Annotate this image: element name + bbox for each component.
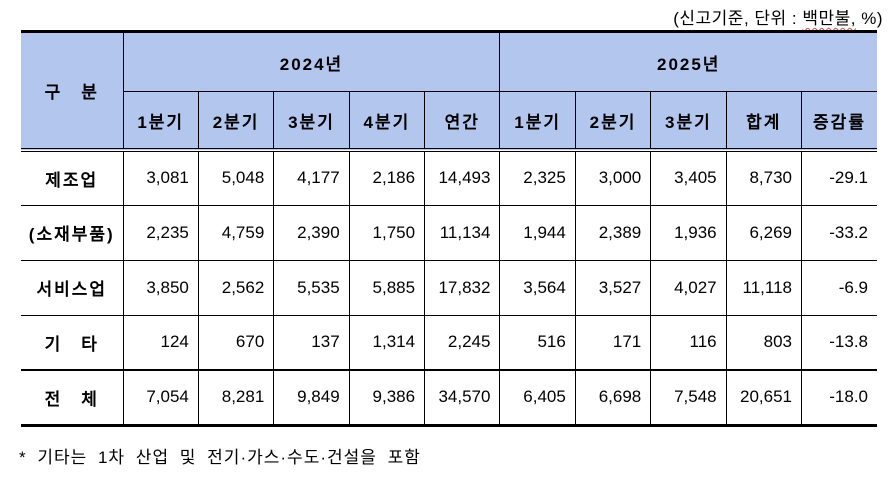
row-label: 서비스업 [21, 260, 123, 316]
data-cell: 4,759 [197, 205, 274, 261]
data-cell: 6,269 [725, 205, 802, 261]
units-caption-prefix: (신고기준, 단위 : [673, 9, 803, 28]
data-cell: 6,405 [499, 370, 576, 427]
data-cell: 7,054 [122, 370, 199, 427]
year-group-header-row: 구 분 2024년 2025년 [21, 30, 877, 152]
column-header-2024-q1: 1분기 [122, 91, 199, 152]
data-cell: 1,944 [499, 205, 576, 261]
column-header-2024-annual: 연간 [424, 91, 500, 152]
data-cell: 2,245 [424, 315, 500, 371]
data-cell: -18.0 [801, 370, 877, 427]
data-cell: 2,390 [273, 205, 350, 261]
row-label: 기 타 [21, 315, 123, 371]
data-cell: 3,527 [574, 260, 651, 316]
data-cell: -29.1 [801, 150, 877, 206]
row-label: 제조업 [21, 150, 123, 206]
data-cell: 8,730 [725, 150, 802, 206]
data-cell: 116 [650, 315, 727, 371]
data-cell: 7,548 [650, 370, 727, 427]
data-cell: 171 [574, 315, 651, 371]
data-cell: 11,118 [725, 260, 802, 316]
column-header-2024-q4: 4분기 [348, 91, 425, 152]
data-cell: 2,562 [197, 260, 274, 316]
data-cell: 4,177 [273, 150, 350, 206]
quarter-header-row: 1분기 2분기 3분기 4분기 연간 1분기 2분기 3분기 합계 증감률 [21, 91, 877, 152]
column-header-2024-q2: 2분기 [197, 91, 274, 152]
corner-header: 구 분 [21, 30, 123, 152]
quarterly-export-table: 구 분 2024년 2025년 1분기 2분기 3분기 4분기 연간 1분기 2… [21, 30, 877, 427]
data-cell: 9,386 [348, 370, 425, 427]
table-row-others: 기 타 124 670 137 1,314 2,245 516 171 116 … [21, 315, 877, 371]
data-cell: 8,281 [197, 370, 274, 427]
units-caption-spellcheck-word: 백만불, [802, 9, 856, 28]
data-cell: 5,535 [273, 260, 350, 316]
data-cell: 5,885 [348, 260, 425, 316]
data-cell: 2,389 [574, 205, 651, 261]
data-cell: 14,493 [424, 150, 500, 206]
data-cell: 1,314 [348, 315, 425, 371]
data-cell: 6,698 [574, 370, 651, 427]
data-cell: 11,134 [424, 205, 500, 261]
table-row-total: 전 체 7,054 8,281 9,849 9,386 34,570 6,405… [21, 370, 877, 427]
column-header-2024-q3: 3분기 [273, 91, 350, 152]
data-cell: 4,027 [650, 260, 727, 316]
data-cell: 124 [122, 315, 199, 371]
table-row-manufacturing: 제조업 3,081 5,048 4,177 2,186 14,493 2,325… [21, 150, 877, 206]
data-cell: 17,832 [424, 260, 500, 316]
table-row-services: 서비스업 3,850 2,562 5,535 5,885 17,832 3,56… [21, 260, 877, 316]
data-cell: -13.8 [801, 315, 877, 371]
column-header-2025-q3: 3분기 [650, 91, 727, 152]
data-cell: -6.9 [801, 260, 877, 316]
data-cell: 516 [499, 315, 576, 371]
data-cell: 20,651 [725, 370, 802, 427]
data-cell: 803 [725, 315, 802, 371]
table-row-materials-parts: (소재부품) 2,235 4,759 2,390 1,750 11,134 1,… [21, 205, 877, 261]
column-header-2025-q2: 2분기 [574, 91, 651, 152]
year-2025-header: 2025년 [499, 30, 877, 92]
data-cell: 137 [273, 315, 350, 371]
column-header-change-rate: 증감률 [801, 91, 877, 152]
data-cell: 1,936 [650, 205, 727, 261]
data-cell: 3,081 [122, 150, 199, 206]
data-cell: 3,405 [650, 150, 727, 206]
data-cell: 3,564 [499, 260, 576, 316]
year-2024-header: 2024년 [122, 30, 500, 92]
data-cell: 1,750 [348, 205, 425, 261]
data-cell: 3,000 [574, 150, 651, 206]
data-cell: 670 [197, 315, 274, 371]
row-label: 전 체 [21, 370, 123, 427]
data-cell: 2,186 [348, 150, 425, 206]
data-cell: -33.2 [801, 205, 877, 261]
units-caption-suffix: %) [856, 9, 883, 28]
footnote: * 기타는 1차 산업 및 전기·가스·수도·건설을 포함 [19, 448, 421, 467]
data-cell: 5,048 [197, 150, 274, 206]
row-label: (소재부품) [21, 205, 123, 261]
data-cell: 9,849 [273, 370, 350, 427]
data-cell: 2,235 [122, 205, 199, 261]
data-cell: 2,325 [499, 150, 576, 206]
column-header-2025-q1: 1분기 [499, 91, 576, 152]
column-header-2025-total: 합계 [725, 91, 802, 152]
units-caption: (신고기준, 단위 : 백만불, %) [673, 4, 883, 29]
data-cell: 3,850 [122, 260, 199, 316]
data-cell: 34,570 [424, 370, 500, 427]
